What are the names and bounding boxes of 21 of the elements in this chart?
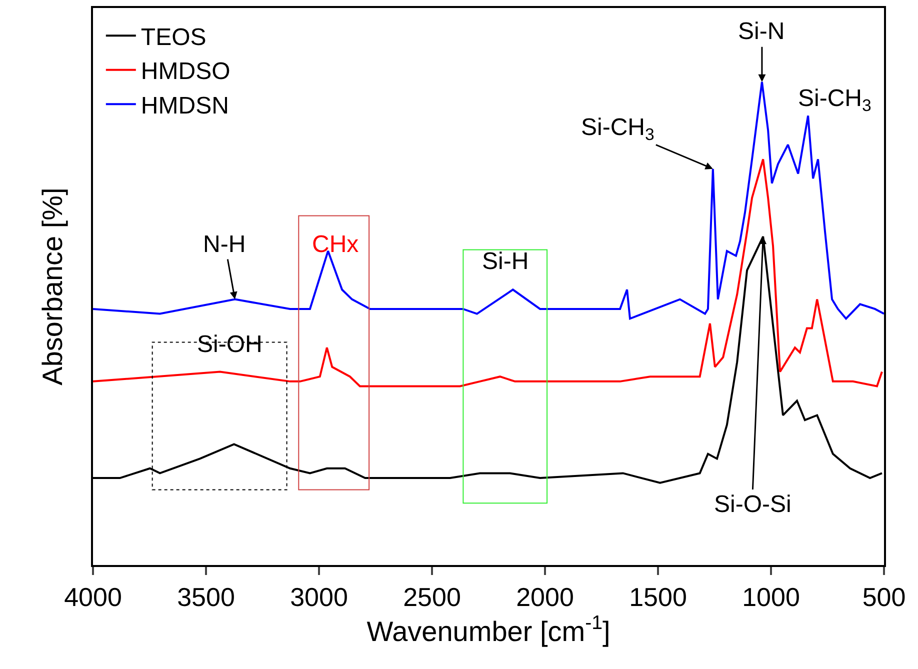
x-tick-label: 500 xyxy=(862,582,906,612)
x-tick-label: 1000 xyxy=(742,582,800,612)
legend-label: HMDSN xyxy=(140,92,229,120)
annotation: Si-OH xyxy=(197,331,262,358)
annotation: N-H xyxy=(203,231,246,258)
annotation: CHx xyxy=(312,231,359,258)
legend-label: TEOS xyxy=(140,24,206,52)
annotation: Si-CH$_{3}$ xyxy=(798,85,872,116)
x-tick-label: 4000 xyxy=(64,582,122,612)
y-axis-title: Absorbance [%] xyxy=(37,188,68,386)
annotation: Si-CH$_{3}$ xyxy=(581,114,654,144)
x-tick-label: 1500 xyxy=(629,582,687,612)
annotation: Si-N xyxy=(738,18,785,45)
annotation: Si-H xyxy=(482,248,529,275)
legend-label: HMDSO xyxy=(140,58,230,86)
annotation: Si-O-Si xyxy=(714,491,792,518)
x-tick-label: 3000 xyxy=(290,582,348,612)
x-axis-title: Wavenumber [cm$^{-1}$] xyxy=(366,612,610,647)
x-tick-label: 2000 xyxy=(516,582,574,612)
x-tick-label: 2500 xyxy=(403,582,461,612)
x-tick-label: 3500 xyxy=(177,582,235,612)
